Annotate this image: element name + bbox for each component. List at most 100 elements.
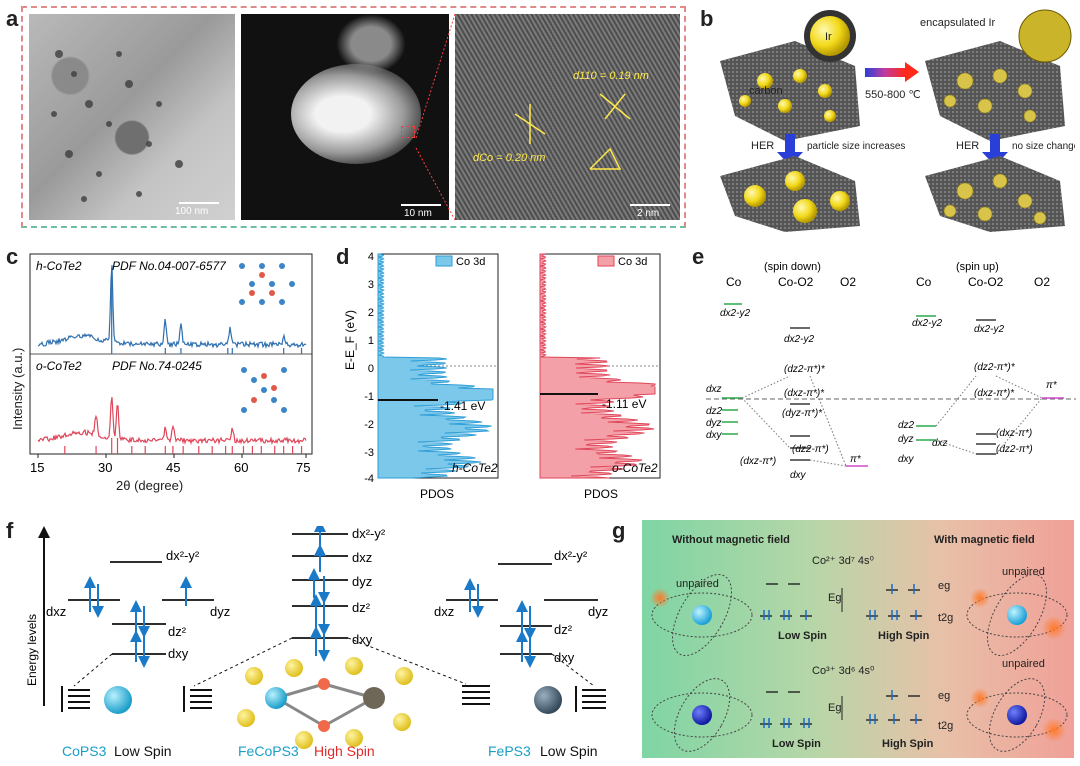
particle-dim [336, 14, 406, 74]
panel-label-g: g [612, 518, 626, 543]
scale-bar-label-2nm: 2 nm [637, 208, 660, 219]
tem-particles [51, 50, 183, 202]
xrd-h-cote2-refs [111, 268, 303, 354]
scale-bar-label-10nm: 10 nm [404, 208, 432, 219]
f-mid-dx2y2: dx²-y² [352, 526, 386, 541]
g-Eg-2: Eg [828, 702, 842, 714]
svg-text:dyz: dyz [706, 418, 722, 429]
panel-b-diagram: Ir carbon encapsulated Ir 550-800 ℃ HER … [720, 9, 1075, 232]
svg-text:dxz: dxz [706, 384, 722, 395]
ytick-4: 4 [368, 251, 374, 263]
g-unpaired-right-bottom: unpaired [1002, 658, 1045, 670]
f-mid-spin: High Spin [314, 743, 375, 759]
g-config-co3: Co³⁺ 3d⁶ 4s⁰ [812, 665, 875, 677]
spin-up-label: (spin up) [956, 261, 999, 273]
d-xlabel-right: PDOS [584, 487, 618, 501]
col-co-1: Co [726, 275, 742, 289]
c-bottom-pdf: PDF No.74-0245 [112, 359, 202, 373]
co-atom [104, 686, 132, 714]
panel-label-c: c [6, 244, 19, 269]
ytick-2: 2 [368, 307, 374, 319]
g-without-label: Without magnetic field [672, 534, 790, 546]
svg-text:dx2-y2: dx2-y2 [974, 324, 1004, 335]
ytick-0: 0 [368, 363, 374, 375]
dCo-annotation: dCo = 0.20 nm [473, 152, 546, 164]
col-coo2-2: Co-O2 [968, 275, 1004, 289]
f-right-name: FePS3 [488, 743, 531, 759]
zoom-box [401, 126, 415, 138]
g-Eg-1: Eg [828, 592, 842, 604]
d110-annotation: d110 = 0.19 nm [573, 70, 649, 82]
f-left-dxz: dxz [46, 604, 66, 619]
hrtem-image: d110 = 0.19 nm dCo = 0.20 nm 2 nm [455, 14, 680, 220]
f-left-dx2y2: dx²-y² [166, 548, 200, 563]
svg-text:dx2-y2: dx2-y2 [720, 308, 750, 319]
panel-label-f: f [6, 518, 14, 543]
g-with-label: With magnetic field [934, 534, 1035, 546]
g-high-spin-2: High Spin [882, 738, 934, 750]
g-drawing [650, 574, 1068, 752]
d-ylabel: E-E_F (eV) [343, 310, 357, 370]
svg-text:(dxz-π*): (dxz-π*) [996, 428, 1032, 439]
f-mid-name: FeCoPS3 [238, 743, 299, 759]
svg-text:(dz2-π*): (dz2-π*) [792, 444, 829, 455]
fe-atom [534, 686, 562, 714]
svg-text:dxy: dxy [706, 430, 723, 441]
g-t2g-2: t2g [938, 720, 954, 732]
f-left-name: CoPS3 [62, 743, 107, 759]
svg-text:(dxz-π*)*: (dxz-π*)* [974, 388, 1015, 399]
c-xlabel: 2θ (degree) [116, 478, 184, 493]
f-mid-dxy: dxy [352, 632, 373, 647]
xrd-o-cote2-refs [64, 438, 303, 454]
d-xlabel-left: PDOS [420, 487, 454, 501]
carbon-label: carbon [749, 85, 783, 97]
svg-text:dx2-y2: dx2-y2 [912, 318, 942, 329]
d-left-name: h-CoTe2 [452, 461, 498, 475]
ytick-m4: -4 [364, 473, 374, 485]
f-mid-dz2: dz² [352, 600, 371, 615]
col-coo2-1: Co-O2 [778, 275, 814, 289]
her-left-label: HER [751, 140, 774, 152]
panel-label-d: d [336, 244, 350, 269]
crystal-inset-bottom [232, 362, 302, 424]
svg-text:(dxz-π*): (dxz-π*) [740, 456, 776, 467]
f-mid-dyz: dyz [352, 574, 372, 589]
col-o2-1: O2 [840, 275, 856, 289]
spin-down-label: (spin down) [764, 261, 821, 273]
d-right-value: -1.11 eV [602, 397, 646, 411]
ytick-m1: -1 [364, 391, 374, 403]
f-ylabel: Energy levels [25, 614, 39, 686]
scale-bar-line [401, 204, 441, 206]
g-unpaired-left: unpaired [676, 578, 719, 590]
svg-text:dx2-y2: dx2-y2 [784, 334, 814, 345]
fecops3-molecule [237, 657, 413, 749]
pdos-chart: E-E_F (eV) 4 3 2 1 0 -1 -2 -3 -4 Co 3d C… [343, 251, 661, 501]
pdos-right-fill [538, 253, 656, 479]
svg-text:(dxz-π*)*: (dxz-π*)* [784, 388, 825, 399]
svg-text:(dz2-π*)*: (dz2-π*)* [974, 362, 1016, 373]
ytick-3: 3 [368, 279, 374, 291]
c-bottom-label: o-CoTe2 [36, 359, 82, 373]
ir-label: Ir [825, 31, 832, 43]
her-right-label: HER [956, 140, 979, 152]
g-t2g-1: t2g [938, 612, 954, 624]
lattice-markers [514, 93, 631, 170]
panel-a-frame: 100 nm 10 nm d110 = 0.19 nm dCo = 0.20 n… [21, 6, 686, 228]
crystal-inset-top [232, 258, 302, 318]
scale-bar-label-100nm: 100 nm [175, 206, 209, 217]
c-top-pdf: PDF No.04-007-6577 [112, 259, 227, 273]
xrd-h-cote2-line [37, 265, 307, 350]
panel-label-b: b [700, 6, 714, 31]
heat-arrow [865, 68, 905, 77]
svg-text:π*: π* [1046, 380, 1058, 391]
d-right-name: o-CoTe2 [612, 461, 658, 475]
xrd-o-cote2-line [37, 397, 307, 446]
panel-label-a: a [6, 6, 19, 31]
f-right-dx2y2: dx²-y² [554, 548, 588, 563]
f-right-dxy: dxy [554, 650, 575, 665]
particle-bright [291, 64, 421, 164]
g-high-spin-1: High Spin [878, 630, 930, 642]
f-left-dxy: dxy [168, 646, 189, 661]
d-right-legend: Co 3d [618, 256, 647, 268]
her-right-note: no size change [1012, 141, 1075, 152]
